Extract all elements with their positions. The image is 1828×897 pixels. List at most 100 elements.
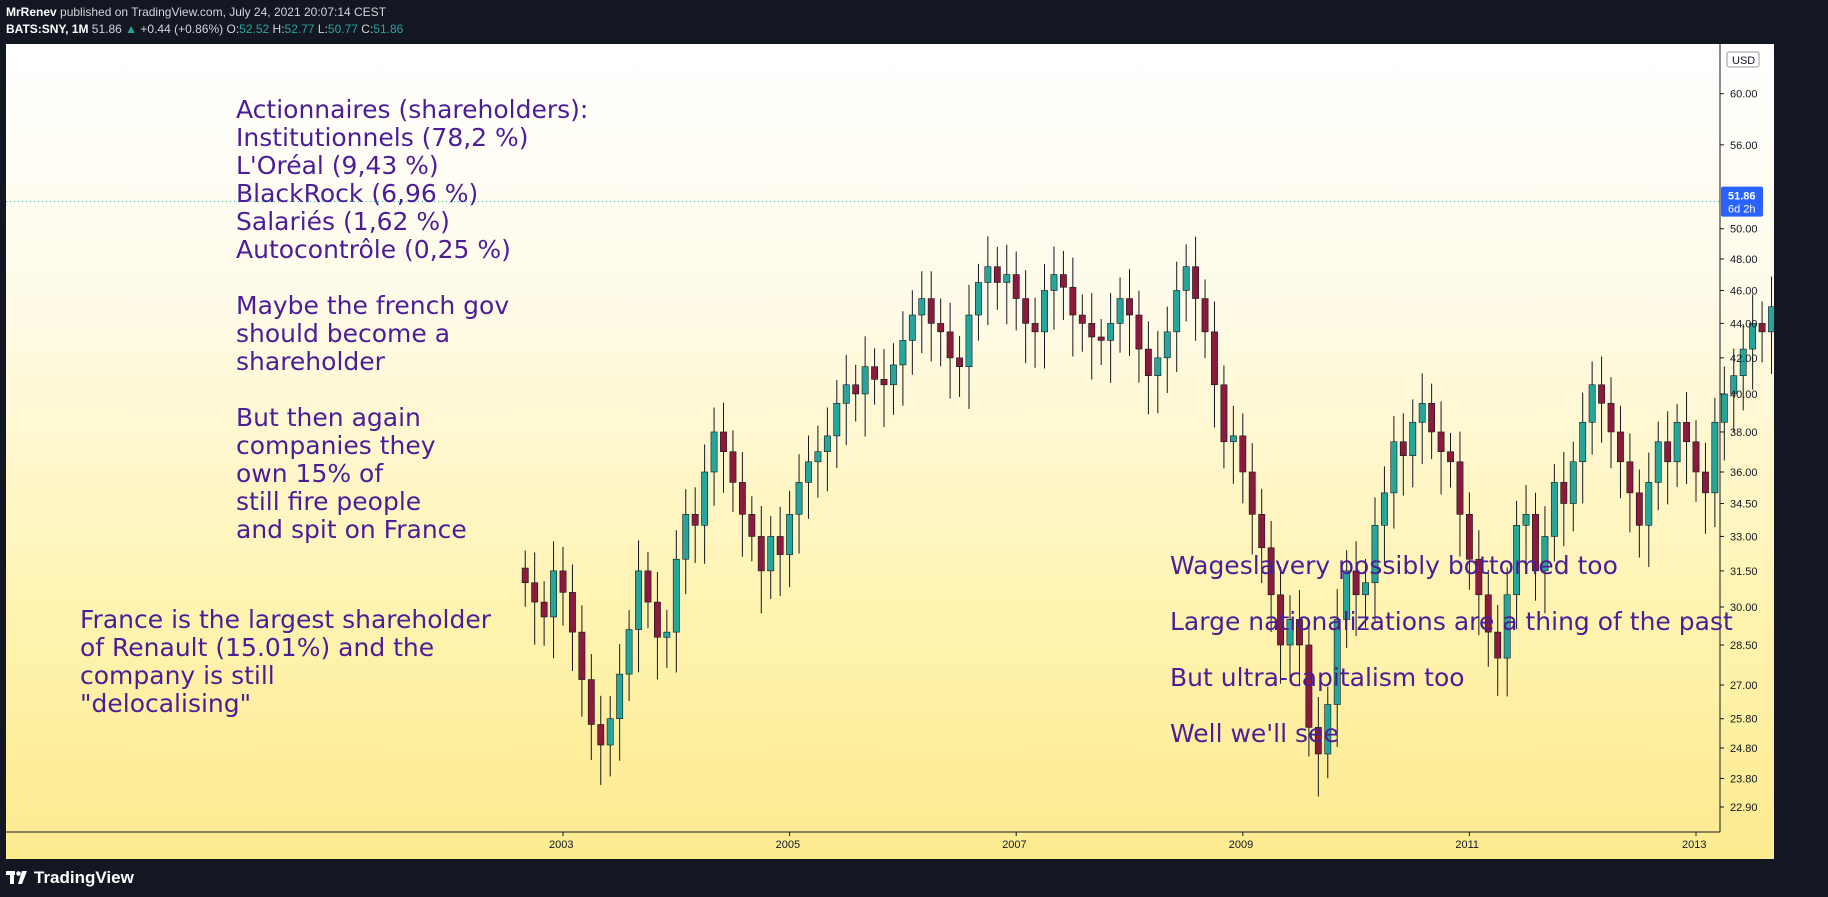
note-line: "delocalising" <box>80 689 252 718</box>
note-nationalizations[interactable]: Large nationalizations are a thing of th… <box>1170 608 1733 636</box>
symbol-line: BATS:SNY, 1M 51.86 ▲ +0.44 (+0.86%) O:52… <box>6 22 403 36</box>
low-value: 50.77 <box>327 22 358 36</box>
candle-body <box>644 570 652 603</box>
countdown-label: 6d 2h <box>1728 204 1756 216</box>
candle-body <box>597 724 605 746</box>
candle-body <box>946 331 954 359</box>
candle-body <box>852 384 860 395</box>
candle-body <box>1192 266 1200 299</box>
candle-body <box>842 384 850 404</box>
candle-body <box>1088 323 1096 338</box>
note-ultra-capitalism[interactable]: But ultra-capitalism too <box>1170 664 1465 692</box>
candle-body <box>1598 384 1606 404</box>
candle-body <box>1041 290 1048 333</box>
candle-body <box>1522 514 1530 526</box>
close-label: C: <box>361 22 374 36</box>
brand-name: TradingView <box>34 868 134 887</box>
candle-body <box>569 592 576 633</box>
candle-body <box>1296 619 1303 646</box>
author-name[interactable]: MrRenev <box>6 5 57 19</box>
candle-body <box>918 298 926 316</box>
symbol-label[interactable]: BATS:SNY, 1M <box>6 22 89 36</box>
note-line: Large nationalizations are a thing of th… <box>1170 607 1733 636</box>
note-renault[interactable]: France is the largest shareholder of Ren… <box>80 606 491 718</box>
candle-body <box>1324 704 1332 755</box>
candle-body <box>1617 431 1624 463</box>
y-tick-label: 34.50 <box>1730 499 1758 511</box>
candle-body <box>540 601 548 618</box>
candle-body <box>956 357 963 368</box>
candle-body <box>1343 570 1351 620</box>
candle-body <box>1579 421 1587 463</box>
high-label: H: <box>272 22 285 36</box>
candle-body <box>890 364 897 386</box>
candle-body <box>738 482 746 515</box>
y-tick-label: 31.50 <box>1730 566 1758 578</box>
note-line: France is the largest shareholder <box>80 605 492 634</box>
candle-body <box>1277 594 1284 646</box>
candle-body <box>1003 274 1011 283</box>
candle-body <box>682 514 690 560</box>
candle-body <box>653 601 661 638</box>
candle-body <box>1314 727 1322 755</box>
candle-body <box>1673 421 1681 463</box>
price-chart[interactable]: 22.90 23.80 24.80 25.80 27.00 28.50 30.00 31.50… <box>6 44 1774 859</box>
candle-body <box>1541 536 1549 572</box>
note-shareholders[interactable]: Actionnaires (shareholders): Institution… <box>236 96 588 544</box>
y-tick-label: 48.00 <box>1730 254 1758 266</box>
y-tick-label: 36.00 <box>1730 467 1758 479</box>
change-value: +0.44 (+0.86%) <box>140 22 224 36</box>
candle-body <box>1739 348 1747 376</box>
candle-body <box>1428 402 1436 433</box>
candle-body <box>1116 298 1124 324</box>
y-tick-label: 46.00 <box>1730 285 1758 297</box>
candle-body <box>1239 435 1247 473</box>
candle-body <box>861 366 869 395</box>
y-tick-label: 22.90 <box>1730 802 1758 814</box>
y-tick-label: 28.50 <box>1730 640 1758 652</box>
candle-body <box>1503 594 1511 659</box>
chart-area[interactable]: 22.90 23.80 24.80 25.80 27.00 28.50 30.00 31.50… <box>6 44 1774 859</box>
candle-body <box>1692 441 1700 473</box>
tradingview-logo[interactable]: TradingView <box>6 868 134 888</box>
note-line: Salariés (1,62 %) <box>236 207 450 236</box>
note-line: company is still <box>80 661 275 690</box>
bottom-bar: TradingView <box>0 859 1828 897</box>
note-line: Wageslavery possibly bottomed too <box>1170 551 1618 580</box>
candle-body <box>880 379 888 386</box>
candle-body <box>1135 314 1143 350</box>
candle-body <box>1371 524 1379 584</box>
note-line: Autocontrôle (0,25 %) <box>236 235 511 264</box>
candle-body <box>1220 384 1228 443</box>
candle-body <box>1248 471 1256 515</box>
top-bar: MrRenev published on TradingView.com, Ju… <box>0 0 1828 44</box>
note-line: Well we'll see <box>1170 719 1339 748</box>
candle-body <box>625 629 633 675</box>
candle-body <box>710 431 718 473</box>
candle-body <box>1560 482 1568 504</box>
candle-body <box>1163 331 1171 359</box>
candle-body <box>1447 451 1454 463</box>
candle-body <box>635 570 642 630</box>
candle-body <box>1069 286 1077 316</box>
candle-body <box>1409 421 1417 457</box>
candle-body <box>1286 619 1294 646</box>
candle-body <box>1456 461 1464 515</box>
candle-body <box>1626 461 1634 494</box>
note-line: L'Oréal (9,43 %) <box>236 151 439 180</box>
candle-body <box>1267 547 1275 596</box>
candle-body <box>1097 336 1105 341</box>
candle-body <box>823 435 831 453</box>
candle-body <box>1711 421 1719 494</box>
note-line: should become a <box>236 319 451 348</box>
note-line: companies they <box>236 431 436 460</box>
y-tick-label: 24.80 <box>1730 743 1758 755</box>
note-well-see[interactable]: Well we'll see <box>1170 720 1339 748</box>
y-tick-label: 40.00 <box>1730 389 1758 401</box>
low-label: L: <box>317 22 328 36</box>
y-tick-label: 42.00 <box>1730 353 1758 365</box>
candle-body <box>1720 393 1728 423</box>
note-wageslavery[interactable]: Wageslavery possibly bottomed too <box>1170 552 1618 580</box>
candle-body <box>833 402 841 437</box>
x-tick-label: 2007 <box>1002 839 1026 851</box>
